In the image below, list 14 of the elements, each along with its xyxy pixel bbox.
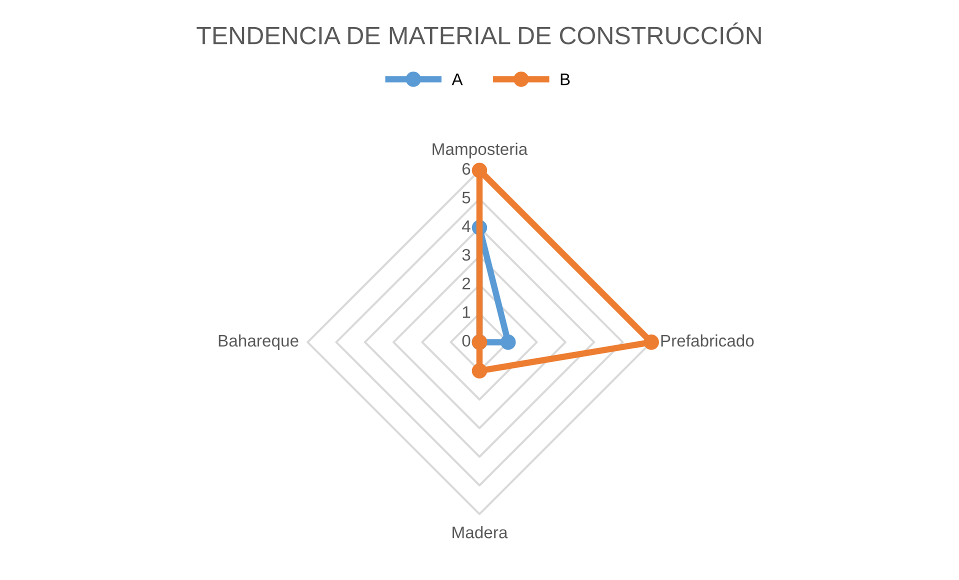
y-tick-label: 3 — [462, 248, 470, 261]
y-tick-label: 6 — [462, 163, 470, 175]
y-tick-label: 5 — [462, 192, 470, 204]
y-tick-label: 4 — [462, 220, 470, 232]
legend-label: A — [452, 74, 463, 86]
y-tick-label: 2 — [462, 278, 470, 290]
y-tick-label: 0 — [462, 334, 470, 347]
spoke-label: Mamposteria — [432, 142, 528, 158]
spoke-label: Prefabricado — [661, 334, 754, 347]
spoke-label: Madera — [452, 526, 508, 538]
chart-title: TENDENCIA DE MATERIAL DE CONSTRUCCIÓN — [196, 22, 761, 44]
y-tick-label: 1 — [462, 306, 470, 318]
legend-label: B — [560, 74, 570, 86]
spoke-label: Bahareque — [218, 334, 298, 350]
